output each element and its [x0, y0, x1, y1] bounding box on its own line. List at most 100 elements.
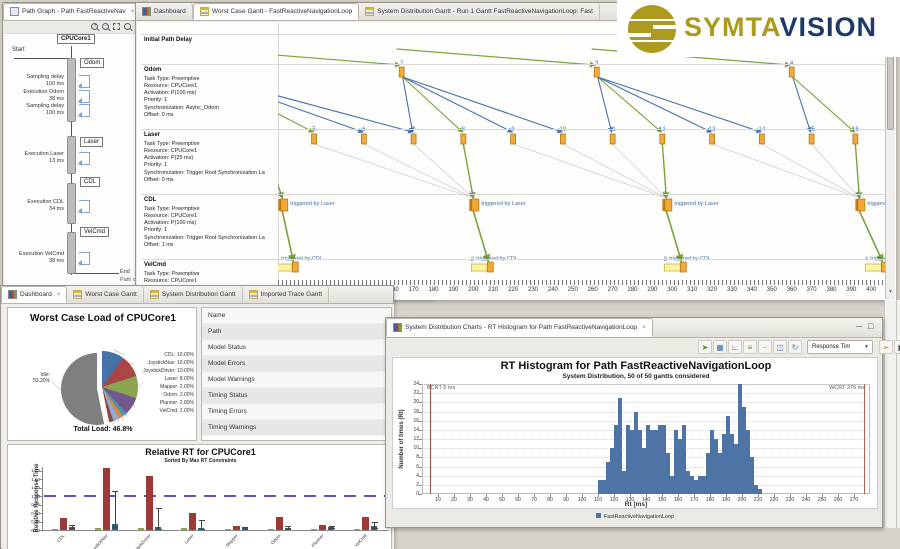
hist-ytick-label: 0 [405, 491, 419, 497]
rt-constraint-line [44, 495, 386, 497]
table-row[interactable]: Timing Warnings [202, 420, 391, 436]
rt-whisker-cap [372, 528, 378, 529]
start-label: Start [12, 47, 25, 53]
rt-category-label: JoystickDriver [127, 533, 152, 549]
chart-type-dropdown[interactable]: Response Tim▼ [807, 340, 873, 354]
relative-rt-panel: Relative RT for CPUCore1 Sorted By Max R… [7, 444, 392, 549]
delay-annotation: Execution Odom38 ms [6, 89, 64, 102]
resource-lane[interactable] [67, 232, 76, 274]
table-row[interactable]: Name [202, 308, 391, 324]
timeline-label: 390 [842, 287, 860, 293]
zoom-in-icon[interactable]: + [91, 23, 98, 30]
zoom-out-icon[interactable]: − [102, 23, 109, 30]
close-icon[interactable]: × [642, 325, 646, 331]
svg-text:5: 5 [312, 127, 316, 133]
path-graph-tab-icon [10, 7, 19, 16]
hist-ytick [419, 457, 422, 458]
dashboard-window: Dashboard×Worst Case GanttSystem Distrib… [0, 285, 394, 549]
close-icon[interactable]: × [131, 9, 135, 15]
panel-icon[interactable]: ◫ [773, 340, 787, 354]
rt-category-label: CDL [40, 533, 65, 549]
rt-ytick-label: 0.75 [20, 502, 40, 507]
hist-ytick [419, 412, 422, 413]
table-cell-label: Model Status [208, 344, 246, 351]
hist-ytick-label: 4 [405, 473, 419, 479]
tab-dashboard[interactable]: Dashboard [136, 3, 193, 20]
pie-slice-label-idle: Idle:53.20% [12, 372, 50, 384]
timeline-label: 400 [862, 287, 880, 293]
task-node-cdl[interactable]: CDL [80, 177, 100, 187]
tab-path-graph[interactable]: Path Graph - Path FastReactiveNav × [3, 3, 141, 20]
wcrt-label: WCRT 276 ms [795, 385, 865, 391]
close-icon[interactable]: × [57, 292, 61, 298]
hist-gridline [422, 412, 870, 413]
delay-annotation: Execution CDL34 ms [6, 199, 64, 212]
gantt-vertical-scrollbar[interactable]: ▲ ▼ [885, 23, 895, 299]
gantt-row-detail: Resource: CPUCore1 [144, 213, 197, 219]
dashboard-tab-icon [8, 290, 17, 299]
select-pointer-icon[interactable]: ➤ [698, 340, 712, 354]
rt-bar-min [311, 529, 317, 530]
rt-bar-max [189, 513, 196, 530]
tab-imported-trace-gantt[interactable]: Imported Trace Gantt [243, 286, 329, 303]
timeline-label: 330 [723, 287, 741, 293]
delay-annotation: Sampling delay100 ms [6, 103, 64, 116]
timeline-label: 240 [544, 287, 562, 293]
tab-worst-case-gantt[interactable]: Worst Case Gantt [67, 286, 144, 303]
svg-text:1: 1 [278, 257, 280, 263]
resource-lane[interactable] [67, 183, 76, 224]
gantt-row-separator [141, 129, 885, 130]
tab-system-distribution-gantt[interactable]: System Distribution Gantt [144, 286, 243, 303]
gantt-row-detail: Priority: 1 [144, 162, 167, 168]
gantt-chart[interactable]: 1234456789101112131415161triggered by La… [278, 23, 885, 280]
legend-icon[interactable]: ≡ [743, 340, 757, 354]
gantt-row-detail: Offset: 0 ms [144, 177, 174, 183]
chart-settings-icon[interactable]: ▦ [713, 340, 727, 354]
delay-bracket-icon [79, 152, 90, 165]
tab-system-distribution-gantt-run-[interactable]: System Distribution Gantt - Run 1 Gantt … [359, 3, 600, 20]
hist-ytick [419, 476, 422, 477]
rt-bar-min [95, 528, 101, 530]
table-row[interactable]: Timing Status [202, 388, 391, 404]
tab-rt-histogram[interactable]: System Distribution Charts - RT Histogra… [386, 318, 653, 337]
task-node-velcmd[interactable]: VelCmd [80, 227, 109, 237]
axis-settings-icon[interactable]: ∟ [728, 340, 742, 354]
table-row[interactable]: Model Errors [202, 356, 391, 372]
symtavision-logo-icon [628, 5, 676, 53]
tab-worst-case-gantt-fastreactiven[interactable]: Worst Case Gantt - FastReactiveNavigatio… [193, 3, 359, 20]
table-row[interactable]: Path [202, 324, 391, 340]
maximize-button[interactable]: □ [868, 321, 873, 331]
gantt-row-detail: Synchronization: Trigger Root Synchroniz… [144, 170, 265, 176]
tab-dashboard[interactable]: Dashboard× [1, 286, 67, 303]
search-icon[interactable] [124, 23, 131, 30]
delay-annotation: Sampling delay100 ms [6, 74, 64, 87]
separator-icon[interactable]: − [758, 340, 772, 354]
timeline-label: 220 [504, 287, 522, 293]
dropdown-value: Response Tim [812, 344, 850, 350]
rt-whisker-cap [199, 529, 205, 530]
dashboard-tab-icon [142, 7, 151, 16]
background-panel-sliver [884, 300, 900, 528]
camera-icon[interactable]: ▣ [894, 340, 900, 354]
task-node-laser[interactable]: Laser [80, 137, 103, 147]
hist-legend: FastReactiveNavigationLoop [386, 513, 884, 520]
table-row[interactable]: Model Status [202, 340, 391, 356]
delay-annotation: Execution VelCmd38 ms [6, 251, 64, 264]
refresh-icon[interactable]: ↻ [788, 340, 802, 354]
table-row[interactable]: Model Warnings [202, 372, 391, 388]
export-icon[interactable]: ➢ [879, 340, 893, 354]
gantt-tab-icon [150, 290, 159, 299]
timeline-label: 230 [524, 287, 542, 293]
tab-label: System Distribution Gantt - Run 1 Gantt … [377, 8, 593, 15]
resource-node[interactable]: CPUCore1 [57, 34, 95, 44]
rt-ytick-label: 1.25 [20, 485, 40, 490]
resource-lane[interactable] [67, 136, 76, 174]
hist-xtick [742, 494, 743, 497]
task-node-odom[interactable]: Odom [80, 58, 104, 68]
table-row[interactable]: Timing Errors [202, 404, 391, 420]
fit-view-icon[interactable] [113, 23, 120, 30]
timeline-label: 370 [803, 287, 821, 293]
minimize-button[interactable]: ─ [856, 322, 862, 331]
rt-ytick-label: 1.50 [20, 477, 40, 482]
hist-xtick [582, 494, 583, 497]
